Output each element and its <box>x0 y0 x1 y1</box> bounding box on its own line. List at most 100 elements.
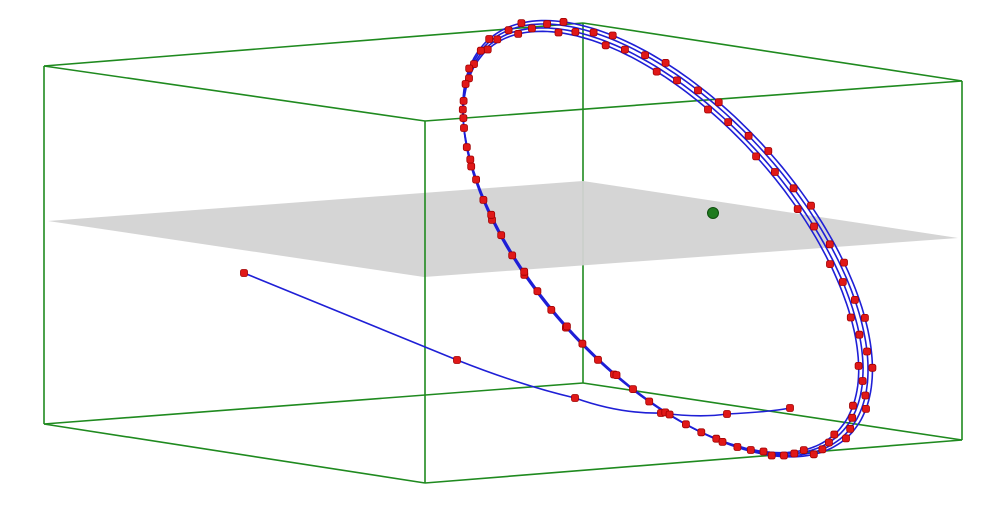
sample-point <box>862 404 870 413</box>
sample-point <box>818 445 827 454</box>
sample-points <box>240 17 877 460</box>
sample-point <box>563 322 571 331</box>
sample-point <box>508 251 517 260</box>
sample-point <box>733 443 742 451</box>
sample-point <box>851 295 859 304</box>
sample-point <box>704 105 712 114</box>
sample-point <box>723 410 731 418</box>
sample-point <box>855 330 864 339</box>
box-edge <box>43 22 584 67</box>
sample-point <box>799 446 808 455</box>
sample-point <box>764 147 773 155</box>
orbit-center-point <box>707 207 719 219</box>
sample-point <box>485 35 494 43</box>
sample-point <box>830 430 839 439</box>
sample-point <box>472 175 481 184</box>
sample-point <box>665 410 674 419</box>
sample-point <box>458 105 467 114</box>
sample-point <box>559 17 568 26</box>
box-edge <box>582 22 963 82</box>
sample-point <box>608 31 617 40</box>
box-edge <box>43 382 584 425</box>
trajectory-segment <box>243 272 791 417</box>
sample-point <box>825 240 834 249</box>
sample-point <box>240 269 248 277</box>
sample-point <box>629 385 637 394</box>
sample-point <box>483 45 492 54</box>
sample-point <box>453 356 461 364</box>
sample-point <box>724 118 733 126</box>
sample-point <box>810 222 818 231</box>
box-front-edges <box>43 65 963 484</box>
sample-point <box>854 361 863 370</box>
sample-point <box>465 64 474 73</box>
sample-point <box>825 438 833 447</box>
sample-point <box>493 35 502 44</box>
sample-point <box>479 195 488 204</box>
sample-point <box>476 46 485 55</box>
sample-point <box>645 397 654 406</box>
sample-point <box>641 51 649 60</box>
sample-point <box>838 278 847 286</box>
sample-point <box>459 114 468 122</box>
sample-point <box>767 451 776 460</box>
sample-point <box>661 59 670 67</box>
sample-point <box>858 377 867 385</box>
sample-point <box>621 45 629 54</box>
sample-point <box>462 143 471 152</box>
box-edge <box>424 80 963 122</box>
box-edge <box>582 382 963 441</box>
sample-point <box>514 29 523 38</box>
sample-point <box>589 28 598 37</box>
sample-point <box>571 27 580 36</box>
sample-point <box>461 80 470 88</box>
sample-point <box>612 371 621 380</box>
sample-point <box>744 131 753 140</box>
sample-point <box>861 391 870 400</box>
sample-point <box>842 434 850 443</box>
sample-point <box>694 86 702 95</box>
sample-point <box>497 231 506 240</box>
sample-point <box>504 26 513 35</box>
sample-point <box>746 446 755 454</box>
sample-point <box>807 201 815 210</box>
sample-point <box>594 355 602 364</box>
sample-point <box>846 313 855 322</box>
sample-point <box>771 168 779 176</box>
sample-point <box>863 347 871 356</box>
sample-point <box>714 98 723 107</box>
sample-point <box>840 258 848 267</box>
sample-point <box>846 424 855 433</box>
sample-point <box>466 155 475 164</box>
box-edge <box>424 439 963 484</box>
sample-point <box>849 401 857 410</box>
sample-point <box>793 205 802 214</box>
sample-point <box>533 287 542 296</box>
sample-point <box>786 404 794 412</box>
sample-point <box>578 339 587 348</box>
sample-point <box>861 313 869 322</box>
sample-point <box>543 20 551 28</box>
sample-point <box>673 76 681 85</box>
sample-point <box>554 28 563 37</box>
box-edge <box>43 423 426 484</box>
sample-point <box>752 152 760 161</box>
sample-point <box>790 449 799 458</box>
sample-point <box>547 305 556 314</box>
sample-point <box>571 394 579 402</box>
sample-point <box>759 447 768 456</box>
sample-point <box>467 162 476 171</box>
sample-point <box>848 413 857 422</box>
sample-point <box>520 267 529 276</box>
sample-point <box>789 184 798 193</box>
sample-point <box>459 97 468 105</box>
horizontal-plane <box>48 181 958 277</box>
sample-point <box>718 437 727 446</box>
sample-point <box>682 420 690 429</box>
sample-point <box>528 24 536 33</box>
sample-point <box>826 260 834 269</box>
sample-point <box>460 124 468 132</box>
sample-point <box>652 67 661 76</box>
sample-point <box>780 451 788 460</box>
